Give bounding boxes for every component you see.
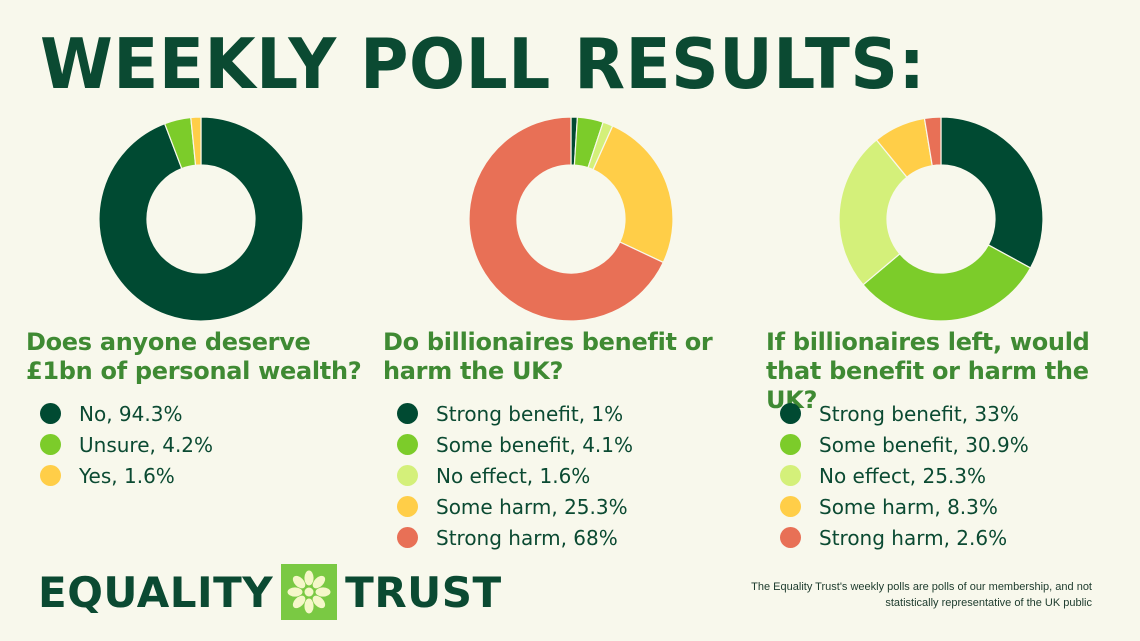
legend-swatch bbox=[397, 527, 418, 548]
legend-label: No effect, 1.6% bbox=[436, 463, 591, 488]
chart-2-legend: Strong benefit, 1% Some benefit, 4.1% No… bbox=[397, 398, 633, 553]
legend-label: No effect, 25.3% bbox=[819, 463, 987, 488]
chart-3-question: If billionaires left, would that benefit… bbox=[766, 328, 1090, 414]
legend-item: Unsure, 4.2% bbox=[40, 429, 213, 460]
legend-swatch bbox=[397, 403, 418, 424]
legend-label: Some harm, 25.3% bbox=[436, 494, 628, 519]
donut-chart-2 bbox=[467, 115, 675, 323]
legend-label: Some benefit, 4.1% bbox=[436, 432, 634, 457]
legend-item: Strong harm, 2.6% bbox=[780, 522, 1029, 553]
legend-label: Strong benefit, 1% bbox=[436, 401, 624, 426]
donut-chart-1 bbox=[97, 115, 305, 323]
legend-item: No effect, 1.6% bbox=[397, 460, 633, 491]
footnote: The Equality Trust's weekly polls are po… bbox=[692, 580, 1092, 612]
legend-label: Unsure, 4.2% bbox=[79, 432, 214, 457]
footnote-line-2: statistically representative of the UK p… bbox=[885, 596, 1092, 609]
chart-1-legend: No, 94.3% Unsure, 4.2% Yes, 1.6% bbox=[40, 398, 213, 491]
donut-slice-strong-harm bbox=[468, 116, 665, 322]
logo-word-left: EQUALITY bbox=[38, 567, 274, 617]
donut-slice-no bbox=[98, 116, 304, 322]
legend-swatch bbox=[780, 403, 801, 424]
legend-item: Strong benefit, 33% bbox=[780, 398, 1029, 429]
legend-swatch bbox=[780, 527, 801, 548]
legend-item: Strong benefit, 1% bbox=[397, 398, 633, 429]
legend-label: Some harm, 8.3% bbox=[819, 494, 998, 519]
legend-item: No, 94.3% bbox=[40, 398, 213, 429]
legend-swatch bbox=[40, 465, 61, 486]
legend-swatch bbox=[780, 496, 801, 517]
donut-chart-3 bbox=[837, 115, 1045, 323]
chart-2-question: Do billionaires benefit or harm the UK? bbox=[383, 328, 713, 385]
legend-swatch bbox=[397, 434, 418, 455]
page-title: WEEKLY POLL RESULTS: bbox=[40, 24, 926, 105]
donut-slice-some-benefit bbox=[862, 244, 1032, 322]
legend-item: Some harm, 8.3% bbox=[780, 491, 1029, 522]
donut-slice-yes bbox=[190, 116, 202, 166]
legend-item: Some benefit, 4.1% bbox=[397, 429, 633, 460]
legend-label: Strong benefit, 33% bbox=[819, 401, 1019, 426]
legend-swatch bbox=[780, 434, 801, 455]
legend-item: No effect, 25.3% bbox=[780, 460, 1029, 491]
legend-item: Some harm, 25.3% bbox=[397, 491, 633, 522]
equality-trust-logo: EQUALITY TRUST bbox=[38, 562, 502, 622]
legend-label: Strong harm, 2.6% bbox=[819, 525, 1008, 550]
legend-swatch bbox=[397, 465, 418, 486]
logo-mark-svg bbox=[287, 570, 331, 614]
donut-svg-1 bbox=[98, 116, 304, 322]
chart-1-question: Does anyone deserve £1bn of personal wea… bbox=[26, 328, 362, 385]
legend-swatch bbox=[397, 496, 418, 517]
legend-label: Strong harm, 68% bbox=[436, 525, 618, 550]
legend-swatch bbox=[40, 403, 61, 424]
legend-item: Strong harm, 68% bbox=[397, 522, 633, 553]
donut-slice-strong-benefit bbox=[940, 116, 1044, 269]
chart-3-legend: Strong benefit, 33% Some benefit, 30.9% … bbox=[780, 398, 1029, 553]
legend-item: Some benefit, 30.9% bbox=[780, 429, 1029, 460]
legend-item: Yes, 1.6% bbox=[40, 460, 213, 491]
asterisk-flower-icon bbox=[281, 564, 338, 620]
donut-slice-strong-harm bbox=[923, 116, 942, 167]
legend-label: Yes, 1.6% bbox=[79, 463, 175, 488]
donut-svg-2 bbox=[468, 116, 674, 322]
donut-svg-3 bbox=[838, 116, 1044, 322]
legend-label: No, 94.3% bbox=[79, 401, 183, 426]
donut-slice-some-harm bbox=[592, 125, 674, 264]
donut-slice-no-effect bbox=[838, 139, 908, 286]
legend-swatch bbox=[780, 465, 801, 486]
footnote-line-1: The Equality Trust's weekly polls are po… bbox=[751, 581, 1092, 593]
legend-label: Some benefit, 30.9% bbox=[819, 432, 1029, 457]
legend-swatch bbox=[40, 434, 61, 455]
logo-word-right: TRUST bbox=[345, 567, 502, 617]
